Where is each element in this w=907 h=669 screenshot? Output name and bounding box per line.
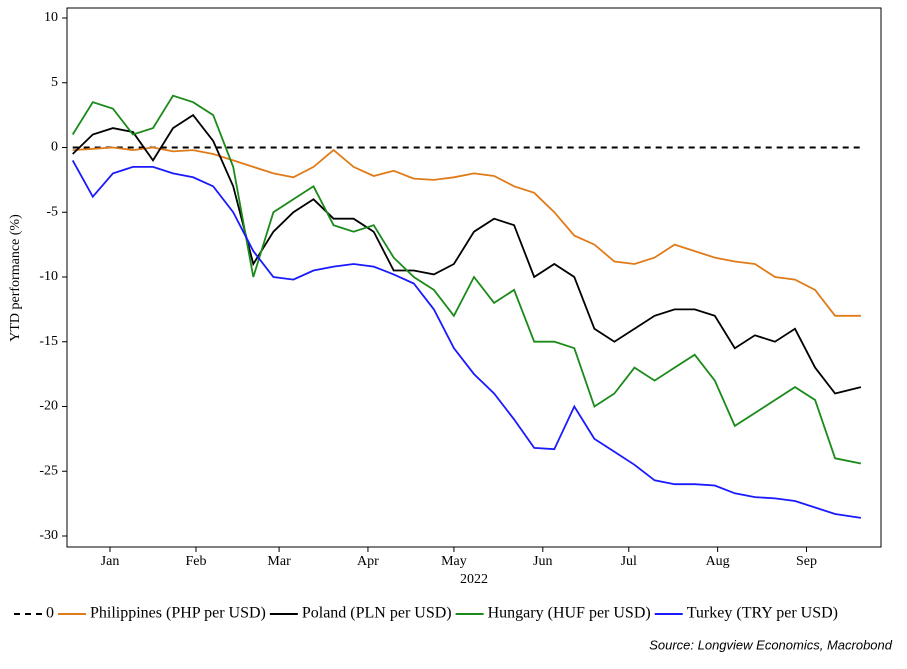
x-tick-label: Sep	[796, 554, 817, 569]
x-axis-label: 2022	[460, 572, 488, 587]
source-note: Source: Longview Economics, Macrobond	[649, 637, 893, 652]
x-tick-label: Jan	[101, 554, 120, 569]
series-line	[71, 94, 862, 465]
series-line	[71, 159, 862, 519]
x-tick-label: May	[441, 554, 467, 569]
y-tick-label: -15	[39, 334, 58, 349]
x-tick-label: Jun	[533, 554, 552, 569]
x-tick-label: Feb	[185, 554, 206, 569]
y-tick-label: -25	[39, 463, 58, 478]
y-axis-label: YTD performance (%)	[8, 214, 23, 342]
legend-label: Poland (PLN per USD)	[302, 605, 452, 622]
legend-label: 0	[46, 605, 54, 622]
plot-frame	[66, 7, 882, 548]
legend-label: Hungary (HUF per USD)	[488, 605, 651, 622]
legend-label: Turkey (TRY per USD)	[687, 605, 838, 622]
y-tick-label: 10	[44, 10, 58, 25]
x-tick-label: Aug	[706, 554, 730, 569]
x-tick-label: Mar	[267, 554, 291, 569]
y-tick-label: -10	[39, 269, 58, 284]
y-tick-label: -20	[39, 399, 58, 414]
legend-label: Philippines (PHP per USD)	[90, 605, 266, 622]
y-tick-label: -30	[39, 528, 58, 543]
series-line	[72, 146, 861, 317]
y-tick-label: 0	[51, 140, 58, 155]
y-tick-label: -5	[46, 204, 58, 219]
x-tick-label: Apr	[357, 554, 379, 569]
y-tick-label: 5	[51, 75, 58, 90]
series-line	[72, 113, 862, 395]
x-tick-label: Jul	[621, 554, 637, 569]
